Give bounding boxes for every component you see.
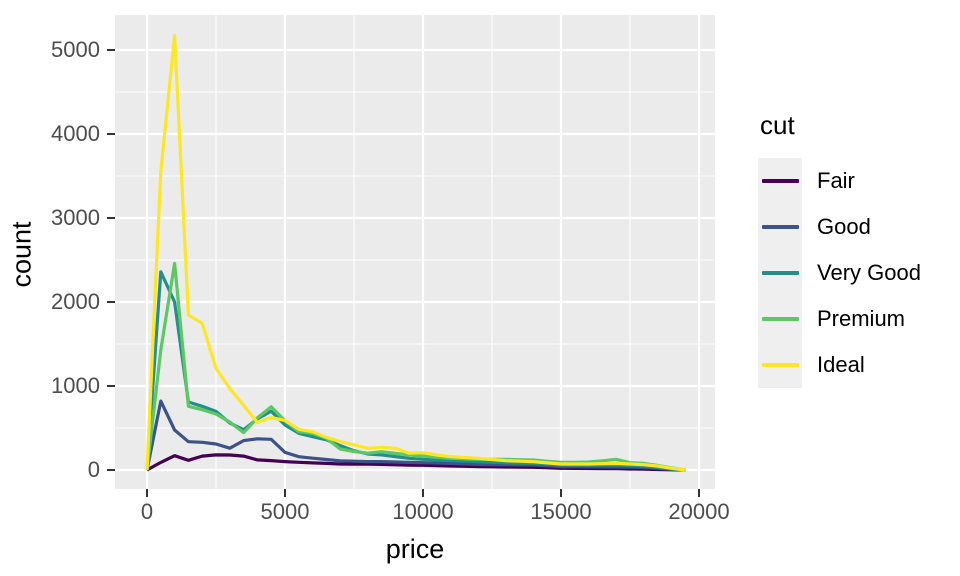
x-tick-label-0: 0 <box>140 499 154 524</box>
plot-panel <box>115 15 715 489</box>
legend-item-label: Fair <box>817 168 855 193</box>
y-tick-label-0: 0 <box>87 457 100 482</box>
series-line-ideal <box>145 34 686 472</box>
legend-key-line-icon <box>761 363 799 367</box>
legend-item-premium: Premium <box>758 296 921 342</box>
legend: cut Fair Good Very Good Premium Ideal <box>758 110 921 388</box>
legend-item-label: Very Good <box>817 260 921 285</box>
y-tick-label-5000: 5000 <box>51 37 100 62</box>
legend-key-swatch <box>758 158 802 204</box>
legend-key-swatch <box>758 204 802 250</box>
legend-item-fair: Fair <box>758 158 921 204</box>
y-axis-title: count <box>6 221 37 288</box>
legend-key-line-icon <box>761 179 799 183</box>
series-line-fair <box>146 453 686 472</box>
legend-item-label: Ideal <box>817 352 865 377</box>
legend-title: cut <box>760 110 795 140</box>
legend-key-swatch <box>758 250 802 296</box>
legend-key-swatch <box>758 296 802 342</box>
y-tick-label-2000: 2000 <box>51 289 100 314</box>
y-tick-label-1000: 1000 <box>51 373 100 398</box>
legend-item-ideal: Ideal <box>758 342 921 388</box>
y-tick-label-4000: 4000 <box>51 121 100 146</box>
legend-key-line-icon <box>761 225 799 229</box>
x-tick-label-15000: 15000 <box>530 499 592 524</box>
legend-item-label: Good <box>817 214 871 239</box>
x-axis-title: price <box>385 534 445 564</box>
legend-item-label: Premium <box>817 306 906 331</box>
y-tick-label-3000: 3000 <box>51 205 100 230</box>
series-line-good <box>145 399 686 472</box>
legend-key-line-icon <box>761 317 799 321</box>
legend-items: Fair Good Very Good Premium Ideal <box>758 158 921 388</box>
legend-item-good: Good <box>758 204 921 250</box>
x-tick-label-5000: 5000 <box>260 499 310 524</box>
x-tick-label-10000: 10000 <box>392 499 454 524</box>
legend-item-very-good: Very Good <box>758 250 921 296</box>
legend-key-line-icon <box>761 271 799 275</box>
x-tick-label-20000: 20000 <box>668 499 730 524</box>
legend-key-swatch <box>758 342 802 388</box>
series-line-premium <box>145 261 686 472</box>
